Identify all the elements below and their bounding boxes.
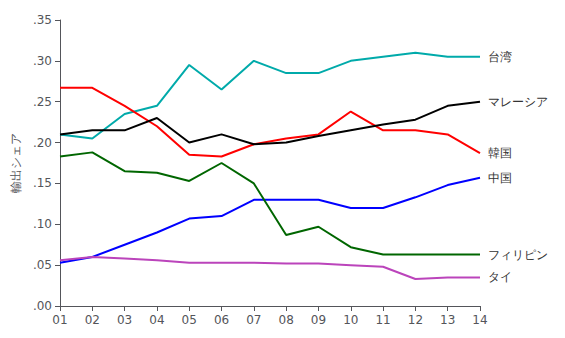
svg-text:02: 02 xyxy=(85,313,100,327)
svg-text:.35: .35 xyxy=(33,13,52,27)
svg-text:.00: .00 xyxy=(33,299,52,313)
svg-text:.15: .15 xyxy=(33,176,52,190)
svg-text:14: 14 xyxy=(472,313,487,327)
svg-text:フィリピン: フィリピン xyxy=(488,248,548,262)
svg-text:01: 01 xyxy=(52,313,67,327)
svg-text:.10: .10 xyxy=(33,217,52,231)
svg-text:06: 06 xyxy=(214,313,229,327)
svg-text:04: 04 xyxy=(149,313,164,327)
svg-text:台湾: 台湾 xyxy=(488,50,512,64)
svg-text:09: 09 xyxy=(311,313,326,327)
svg-text:.30: .30 xyxy=(33,54,52,68)
svg-text:韓国: 韓国 xyxy=(488,146,512,160)
svg-text:.25: .25 xyxy=(33,95,52,109)
svg-text:輸出シェア: 輸出シェア xyxy=(9,133,23,193)
svg-text:マレーシア: マレーシア xyxy=(488,95,548,109)
svg-text:10: 10 xyxy=(343,313,358,327)
svg-text:11: 11 xyxy=(375,313,390,327)
svg-text:08: 08 xyxy=(279,313,294,327)
svg-text:07: 07 xyxy=(246,313,261,327)
svg-text:中国: 中国 xyxy=(488,171,512,185)
svg-text:.20: .20 xyxy=(33,136,52,150)
svg-text:03: 03 xyxy=(117,313,132,327)
svg-text:.05: .05 xyxy=(33,258,52,272)
svg-text:タイ: タイ xyxy=(488,270,512,284)
svg-text:13: 13 xyxy=(440,313,455,327)
svg-text:05: 05 xyxy=(182,313,197,327)
svg-text:12: 12 xyxy=(408,313,423,327)
